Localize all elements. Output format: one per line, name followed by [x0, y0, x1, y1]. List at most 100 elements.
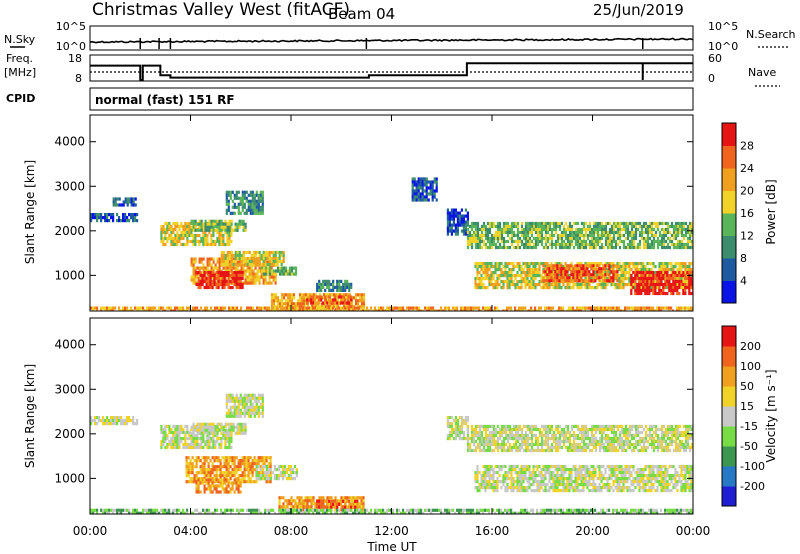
- data-cell: [326, 282, 329, 286]
- data-cell: [100, 419, 103, 423]
- data-cell: [218, 242, 221, 247]
- data-cell: [526, 262, 529, 266]
- data-cell: [196, 431, 199, 435]
- data-cell: [242, 422, 245, 426]
- data-cell: [247, 480, 250, 484]
- data-cell: [245, 402, 248, 406]
- data-cell: [206, 425, 209, 429]
- data-cell: [596, 268, 599, 272]
- data-cell: [658, 262, 661, 266]
- data-cell: [242, 425, 245, 429]
- data-cell: [478, 227, 482, 232]
- data-cell: [236, 422, 239, 426]
- data-cell: [239, 481, 242, 485]
- data-cell: [464, 226, 467, 230]
- data-cell: [281, 465, 284, 469]
- data-cell: [258, 306, 261, 310]
- data-cell: [524, 277, 527, 281]
- data-cell: [654, 271, 657, 275]
- data-cell: [480, 262, 483, 266]
- data-cell: [245, 411, 248, 415]
- data-cell: [210, 436, 213, 441]
- data-cell: [262, 253, 265, 258]
- data-cell: [244, 272, 247, 276]
- data-cell: [648, 262, 651, 266]
- data-cell: [257, 474, 260, 478]
- data-cell: [276, 302, 280, 306]
- data-cell: [237, 211, 240, 215]
- data-cell: [624, 274, 627, 278]
- data-cell: [602, 286, 605, 290]
- data-cell: [227, 270, 230, 275]
- data-cell: [128, 309, 131, 311]
- data-cell: [500, 271, 503, 275]
- data-cell: [600, 267, 603, 271]
- data-cell: [150, 309, 153, 311]
- data-cell: [592, 227, 596, 232]
- data-cell: [310, 306, 313, 310]
- data-cell: [348, 306, 351, 310]
- data-cell: [261, 202, 264, 206]
- data-cell: [233, 273, 236, 278]
- data-cell: [462, 306, 465, 310]
- data-cell: [200, 257, 203, 261]
- data-cell: [253, 399, 256, 403]
- data-cell: [213, 459, 216, 463]
- data-cell: [374, 306, 377, 310]
- data-cell: [676, 233, 680, 238]
- data-cell: [506, 239, 510, 244]
- data-cell: [576, 233, 580, 238]
- data-cell: [419, 186, 422, 190]
- data-cell: [280, 309, 283, 311]
- data-cell: [185, 474, 188, 478]
- data-cell: [476, 286, 479, 290]
- data-cell: [446, 220, 449, 224]
- data-cell: [340, 279, 343, 283]
- data-cell: [296, 302, 300, 306]
- data-cell: [468, 224, 472, 229]
- data-cell: [582, 227, 586, 232]
- data-cell: [247, 477, 250, 481]
- data-cell: [239, 484, 242, 488]
- data-cell: [642, 242, 646, 247]
- data-cell: [508, 280, 511, 284]
- data-cell: [239, 402, 242, 406]
- data-cell: [648, 282, 651, 287]
- data-cell: [624, 265, 627, 269]
- data-cell: [192, 422, 195, 426]
- data-cell: [221, 285, 224, 290]
- data-cell: [242, 263, 245, 267]
- data-cell: [674, 224, 678, 229]
- data-cell: [224, 422, 227, 426]
- data-cell: [658, 306, 661, 310]
- data-cell: [492, 274, 495, 278]
- data-cell: [574, 276, 577, 280]
- data-cell: [562, 283, 565, 287]
- data-cell: [230, 239, 233, 244]
- data-cell: [482, 221, 486, 226]
- data-cell: [220, 236, 223, 241]
- data-cell: [546, 239, 550, 244]
- data-cell: [262, 266, 266, 270]
- data-cell: [610, 245, 614, 250]
- data-cell: [102, 419, 105, 423]
- data-cell: [592, 276, 595, 280]
- data-cell: [606, 283, 609, 287]
- data-cell: [191, 480, 194, 484]
- data-cell: [244, 225, 247, 229]
- data-cell: [592, 279, 595, 283]
- data-cell: [566, 283, 569, 287]
- data-cell: [584, 230, 588, 235]
- data-cell: [654, 239, 658, 244]
- data-cell: [664, 277, 667, 281]
- data-cell: [198, 428, 201, 432]
- data-cell: [174, 445, 177, 450]
- data-cell: [206, 433, 209, 438]
- data-cell: [452, 217, 455, 221]
- data-cell: [588, 270, 591, 274]
- data-cell: [235, 190, 238, 194]
- data-cell: [586, 242, 590, 247]
- data-cell: [204, 439, 207, 444]
- data-cell: [686, 283, 689, 287]
